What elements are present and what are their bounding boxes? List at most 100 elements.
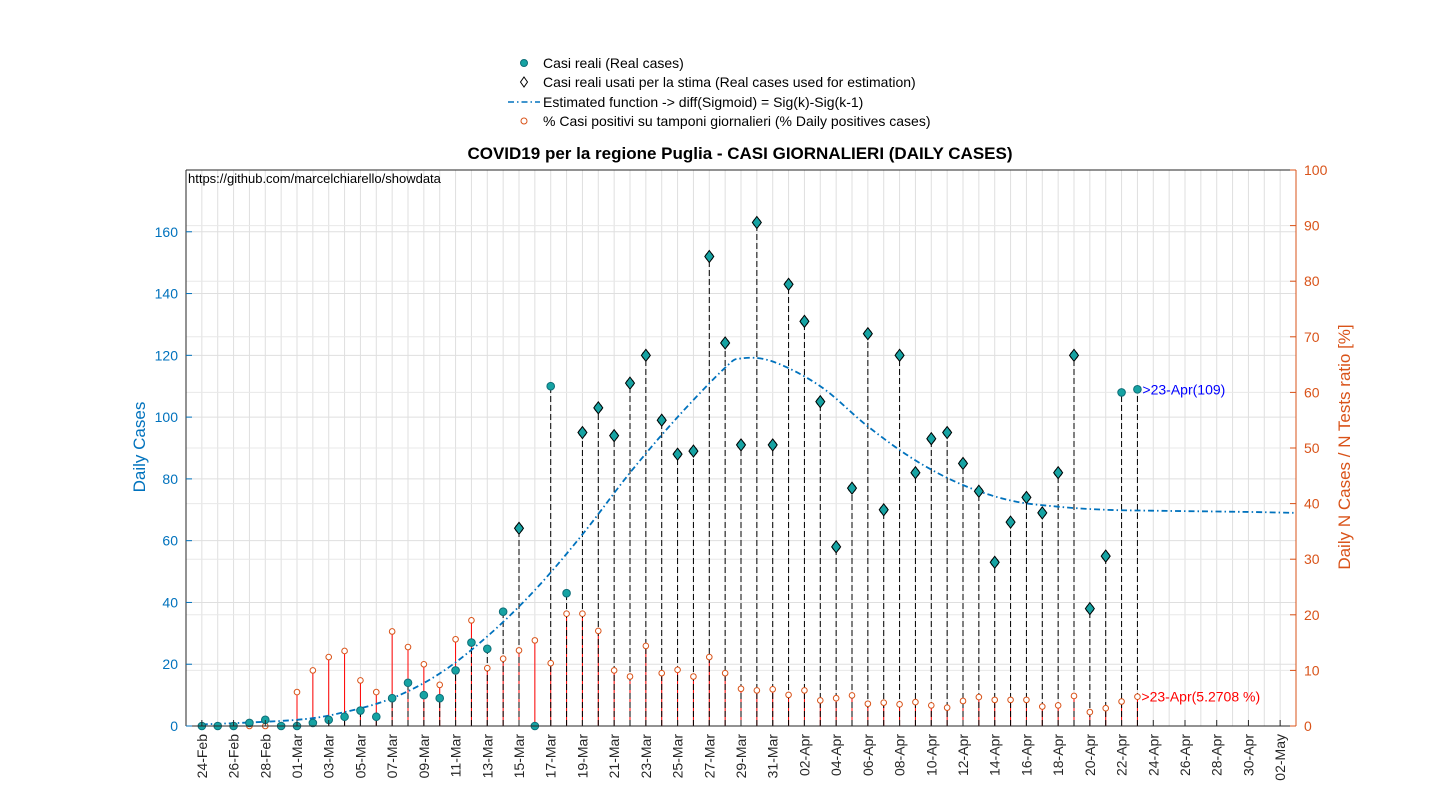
x-tick-label: 02-Apr (796, 734, 812, 776)
pct-point (1023, 696, 1030, 704)
real-case-point (419, 690, 429, 700)
used-case-point (656, 413, 667, 428)
x-tick-label: 06-Apr (860, 734, 876, 776)
x-tick-label: 01-Mar (289, 734, 305, 779)
real-case-point (356, 706, 365, 715)
real-case-point (245, 718, 254, 728)
used-case-point (783, 277, 794, 292)
used-case-point (672, 447, 683, 462)
y-tick-label-right: 0 (1304, 718, 1312, 734)
used-case-point (751, 215, 762, 230)
x-tick-label: 18-Apr (1050, 734, 1066, 776)
used-case-point (942, 425, 953, 440)
pct-point (404, 643, 412, 651)
y-tick-label-right: 100 (1304, 162, 1328, 178)
used-case-point (1053, 465, 1064, 480)
pct-point (594, 627, 602, 635)
estimated-function-layer (201, 356, 1297, 726)
x-tick-label: 02-May (1272, 734, 1288, 781)
used-case-point (1037, 506, 1048, 520)
used-case-point (910, 465, 921, 480)
x-tick-label: 10-Apr (923, 734, 939, 776)
used-case-point (1100, 549, 1111, 563)
real-case-point (387, 693, 397, 703)
pct-point (357, 677, 364, 684)
pct-point (563, 610, 570, 617)
pct-point (626, 673, 634, 680)
legend: Casi reali (Real cases) Casi reali usati… (505, 52, 975, 132)
y-tick-label-left: 40 (162, 594, 178, 610)
pct-point (737, 685, 745, 693)
y-tick-label-right: 30 (1304, 551, 1320, 567)
y-tick-label-left: 120 (155, 347, 179, 363)
x-tick-label: 07-Mar (384, 734, 400, 779)
real-case-point (403, 678, 413, 688)
pct-point (785, 691, 792, 699)
real-case-point (482, 644, 492, 654)
x-tick-label: 25-Mar (670, 734, 686, 779)
pct-point (325, 653, 333, 661)
legend-real-marker (520, 59, 528, 67)
pct-point (1054, 702, 1062, 709)
x-tick-label: 22-Apr (1114, 734, 1130, 776)
pct-point (959, 697, 967, 705)
x-tick-label: 24-Feb (194, 734, 210, 779)
real-case-point (371, 712, 381, 722)
pct-point (848, 692, 856, 699)
pct-point (975, 693, 983, 701)
pct-point (579, 610, 586, 617)
pct-point (1086, 708, 1094, 716)
y-tick-label-right: 70 (1304, 329, 1320, 345)
used-case-point (815, 394, 826, 409)
real-case-point (435, 693, 445, 703)
used-case-point (1084, 601, 1095, 616)
pct-point (1038, 703, 1046, 710)
y-axis-right-label: Daily N Cases / N Tests ratio [%] (1335, 324, 1354, 569)
used-case-point (593, 401, 604, 415)
pct-point (721, 669, 729, 677)
used-case-point (720, 336, 731, 350)
real-case-point (1133, 385, 1142, 394)
x-tick-label: 03-Mar (321, 734, 337, 779)
legend-used-marker (519, 76, 529, 88)
pct-point (483, 664, 491, 672)
pct-point (658, 669, 666, 677)
pct-point (420, 660, 428, 668)
pct-point (642, 642, 650, 650)
y-tick-label-right: 90 (1304, 218, 1320, 234)
used-case-point (1021, 490, 1032, 505)
x-tick-label: 13-Mar (479, 734, 495, 779)
y-tick-label-right: 40 (1304, 496, 1320, 512)
x-tick-label: 15-Mar (511, 734, 527, 779)
used-case-point (609, 428, 620, 443)
pct-point (753, 687, 761, 694)
pct-point (309, 667, 317, 674)
real-case-point (562, 588, 571, 598)
used-case-point (577, 425, 588, 440)
pct-point (388, 628, 396, 635)
pct-point (468, 617, 475, 624)
used-case-point (688, 444, 699, 458)
x-tick-label: 28-Apr (1209, 734, 1225, 776)
x-tick-label: 12-Apr (955, 734, 971, 776)
real-case-point (340, 712, 349, 722)
legend-label-real: Casi reali (Real cases) (543, 55, 684, 71)
pct-point (864, 700, 872, 708)
y-tick-label-left: 160 (155, 224, 179, 240)
pct-point (436, 681, 444, 689)
chart-title: COVID19 per la regione Puglia - CASI GIO… (467, 144, 1012, 163)
legend-label-pct: % Casi positivi su tamponi giornalieri (… (543, 113, 930, 129)
y-tick-label-left: 0 (170, 718, 178, 734)
pct-point (690, 673, 697, 680)
pct-point (1070, 692, 1078, 700)
pct-point (372, 688, 380, 696)
pct-point (927, 702, 935, 709)
y-tick-label-right: 20 (1304, 607, 1320, 623)
x-tick-label: 26-Apr (1177, 734, 1193, 776)
pct-point (705, 653, 713, 661)
x-tick-label: 27-Mar (701, 734, 717, 779)
y-tick-label-left: 100 (155, 409, 179, 425)
x-tick-label: 11-Mar (448, 734, 464, 778)
used-case-point (831, 540, 842, 554)
